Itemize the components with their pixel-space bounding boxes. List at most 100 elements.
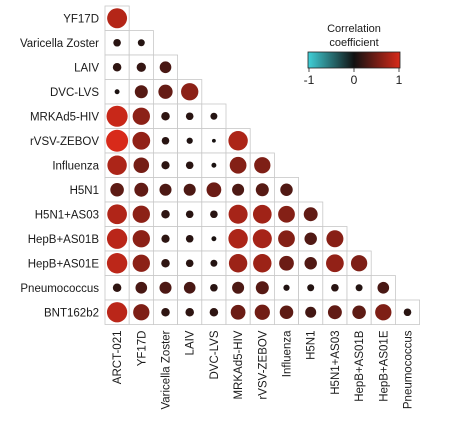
correlation-circle-influenza-laiv [185,161,194,170]
correlation-circle-hepb-as01e-mrkad5-hiv [228,254,248,273]
correlation-circle-h5n1-as03-rvsv-zebov [252,204,272,224]
correlation-circle-h5n1-yf17d [134,182,149,197]
correlation-circle-bnt162b2-hepb-as01b [352,305,366,320]
correlation-circle-bnt162b2-arct-021 [106,302,128,323]
correlation-circle-pneumococcus-mrkad5-hiv [232,281,245,294]
correlation-circle-bnt162b2-hepb-as01e [375,304,392,321]
column-label-laiv: LAIV [185,330,197,355]
column-label-hepb-as01e: HepB+AS01E [378,330,390,402]
correlation-circle-h5n1-influenza [280,183,293,196]
correlation-circle-h5n1-varicella-zoster [159,183,172,196]
row-label-varicella-zoster: Varicella Zoster [20,38,99,50]
row-label-yf17d: YF17D [63,13,99,25]
correlation-circle-dvc-lvs-yf17d [134,85,148,99]
correlation-circle-hepb-as01e-arct-021 [106,253,128,274]
correlation-circle-h5n1-as03-influenza [278,205,295,223]
correlation-circle-pneumococcus-yf17d [135,281,148,294]
column-label-h5n1-as03: H5N1+AS03 [330,331,342,395]
correlation-circle-pneumococcus-dvc-lvs [210,283,218,292]
correlation-circle-laiv-arct-021 [112,62,122,72]
correlation-circle-bnt162b2-rvsv-zebov [254,304,270,320]
correlation-circle-influenza-dvc-lvs [211,162,217,168]
correlation-circle-pneumococcus-laiv [183,281,196,294]
grid-cell [177,103,203,129]
correlation-circle-hepb-as01e-hepb-as01b [350,255,368,272]
column-label-influenza: Influenza [282,330,294,377]
correlation-circle-bnt162b2-h5n1-as03 [327,305,342,320]
row-label-influenza: Influenza [52,160,99,172]
correlation-circle-hepb-as01e-rvsv-zebov [253,254,272,273]
correlation-circle-hepb-as01e-h5n1 [304,257,317,270]
correlation-circle-pneumococcus-hepb-as01e [377,281,390,294]
correlation-circle-mrkad5-hiv-yf17d [132,107,150,125]
correlation-circle-hepb-as01e-dvc-lvs [210,259,218,267]
legend-colorbar [307,51,401,69]
correlation-circle-bnt162b2-yf17d [133,304,150,321]
row-label-hepb-as01e: HepB+AS01E [28,258,100,270]
correlation-circle-influenza-varicella-zoster [161,161,170,170]
correlation-circle-mrkad5-hiv-dvc-lvs [210,112,218,120]
row-label-dvc-lvs: DVC-LVS [50,87,99,99]
legend-tick-low: -1 [304,73,315,87]
row-label-hepb-as01b: HepB+AS01B [28,234,100,246]
row-label-h5n1-as03: H5N1+AS03 [35,209,99,221]
legend-tick-high: 1 [396,73,403,87]
correlation-circle-laiv-varicella-zoster [159,61,172,74]
correlation-circle-h5n1-as03-varicella-zoster [161,209,170,219]
correlation-circle-rvsv-zebov-dvc-lvs [211,138,216,143]
legend-title-line-2: coefficient [329,37,378,49]
correlation-circle-pneumococcus-hepb-as01b [355,284,363,292]
row-labels: YF17D Varicella Zoster LAIV DVC-LVS MRKAd5-H… [20,13,100,319]
correlation-circle-h5n1-as03-h5n1 [303,207,318,222]
correlation-circle-pneumococcus-h5n1-as03 [331,283,339,292]
correlation-circle-hepb-as01b-h5n1-as03 [326,230,344,248]
correlation-circle-bnt162b2-h5n1 [305,306,317,318]
correlation-circle-rvsv-zebov-yf17d [132,131,151,150]
correlation-circle-h5n1-as03-mrkad5-hiv [228,204,248,224]
correlation-circle-influenza-yf17d [133,157,150,174]
correlation-circle-bnt162b2-influenza [279,305,294,320]
correlation-circle-hepb-as01b-yf17d [132,230,150,248]
correlation-circle-dvc-lvs-arct-021 [114,89,120,95]
correlation-circle-influenza-mrkad5-hiv [229,156,247,174]
row-label-h5n1: H5N1 [70,185,99,197]
correlation-circle-h5n1-rvsv-zebov [255,183,269,197]
grid-cell [128,79,154,105]
legend-tick-mid: 0 [351,73,358,87]
correlation-circle-bnt162b2-mrkad5-hiv [230,304,246,320]
correlation-circle-hepb-as01e-yf17d [132,254,150,272]
correlation-circle-bnt162b2-laiv [185,307,194,317]
correlation-circle-bnt162b2-varicella-zoster [161,307,170,317]
row-label-rvsv-zebov: rVSV-ZEBOV [30,136,99,148]
legend-title-line-1: Correlation [327,23,381,35]
column-label-yf17d: YF17D [136,331,148,367]
correlation-circle-rvsv-zebov-mrkad5-hiv [228,131,248,151]
column-label-rvsv-zebov: rVSV-ZEBOV [257,330,269,399]
correlation-circle-hepb-as01b-influenza [278,230,295,248]
column-label-arct-021: ARCT-021 [112,331,124,385]
correlation-circle-h5n1-as03-arct-021 [107,204,127,225]
column-label-varicella-zoster: Varicella Zoster [161,330,173,409]
correlation-circle-laiv-yf17d [136,62,146,72]
correlation-circle-h5n1-dvc-lvs [206,182,222,198]
column-label-h5n1: H5N1 [306,331,318,360]
correlation-circle-hepb-as01b-laiv [185,234,194,243]
row-label-mrkad5-hiv: MRKAd5-HIV [30,111,99,123]
correlation-circle-dvc-lvs-varicella-zoster [158,84,173,99]
correlation-circle-hepb-as01e-h5n1-as03 [326,254,344,273]
correlation-circle-mrkad5-hiv-arct-021 [106,105,128,127]
correlation-circle-pneumococcus-h5n1 [307,284,315,292]
correlation-circle-pneumococcus-arct-021 [112,283,122,293]
correlation-circle-h5n1-as03-dvc-lvs [210,210,218,219]
row-label-pneumococcus: Pneumococcus [20,283,99,295]
correlation-circle-mrkad5-hiv-varicella-zoster [161,111,170,121]
correlation-circle-mrkad5-hiv-laiv [185,112,194,121]
correlation-circle-hepb-as01b-dvc-lvs [211,236,217,242]
correlation-circle-influenza-arct-021 [107,155,127,175]
column-labels: ARCT-021 YF17D Varicella Zoster LAIV DVC-LVS… [112,330,414,410]
correlation-circle-bnt162b2-dvc-lvs [209,307,219,317]
grid-cell [346,275,372,301]
correlation-circle-influenza-rvsv-zebov [254,157,271,174]
